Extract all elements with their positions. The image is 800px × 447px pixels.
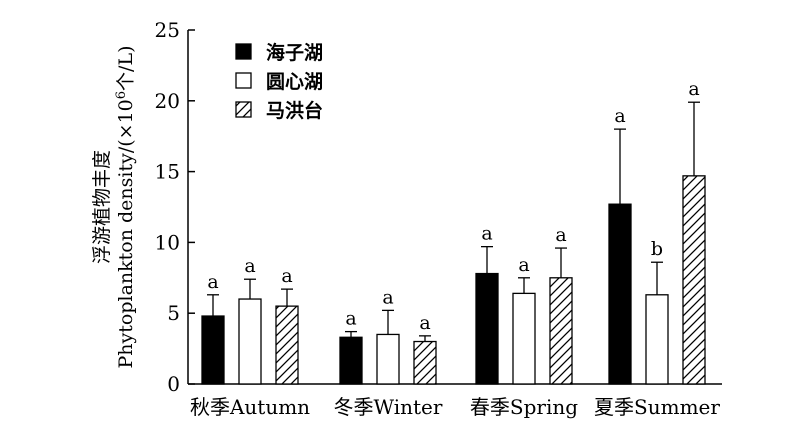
significance-label: a <box>207 271 218 293</box>
bar <box>682 175 706 385</box>
legend-item: 海子湖 <box>235 41 323 64</box>
bar-group: a b a <box>608 78 706 385</box>
bar-group: a a a <box>339 286 437 385</box>
bar <box>413 340 437 385</box>
legend-swatch <box>235 101 252 118</box>
legend-item: 圆心湖 <box>235 71 323 93</box>
legend-swatch <box>235 72 252 89</box>
significance-label: a <box>555 224 566 246</box>
bars: a a a a a a a a a a b a <box>201 78 706 385</box>
significance-label: a <box>518 254 529 276</box>
significance-label: a <box>481 223 492 245</box>
y-tick-label: 20 <box>155 89 180 113</box>
significance-label: a <box>419 312 430 334</box>
bar <box>645 294 669 385</box>
bar <box>475 272 499 385</box>
significance-label: b <box>651 238 663 260</box>
bar <box>339 336 363 385</box>
significance-label: a <box>281 265 292 287</box>
significance-label: a <box>688 78 699 100</box>
bar <box>201 315 225 385</box>
y-axis-title-chinese: 浮游植物丰度 <box>91 150 113 264</box>
significance-label: a <box>345 308 356 330</box>
bar <box>275 305 299 385</box>
legend-label: 圆心湖 <box>266 71 323 93</box>
bar <box>549 277 573 385</box>
legend-label: 马洪台 <box>266 99 323 122</box>
significance-label: a <box>244 255 255 277</box>
y-tick-label: 25 <box>155 18 180 42</box>
bar <box>608 203 632 385</box>
y-tick-label: 0 <box>167 372 180 396</box>
bar-group: a a a <box>475 223 573 385</box>
x-category-label: 春季Spring <box>470 395 578 419</box>
y-tick-label: 15 <box>155 160 180 184</box>
legend-item: 马洪台 <box>235 99 323 122</box>
significance-label: a <box>382 286 393 308</box>
significance-label: a <box>614 105 625 127</box>
x-category-label: 夏季Summer <box>594 395 720 419</box>
y-axis-title: 浮游植物丰度 Phytoplankton density/(×106个/L) <box>91 46 137 369</box>
bar <box>376 333 400 385</box>
axes: 0 5 10 15 20 25 秋季Autumn 冬季Winter 春季Spring 夏季Summ… <box>155 18 722 419</box>
x-category-label: 冬季Winter <box>334 395 443 419</box>
y-tick-label: 10 <box>155 230 180 254</box>
legend-swatch <box>235 43 252 60</box>
y-tick-label: 5 <box>167 301 180 325</box>
legend-label: 海子湖 <box>266 41 323 64</box>
bar <box>512 292 536 385</box>
bar <box>238 298 262 385</box>
x-category-label: 秋季Autumn <box>190 395 310 419</box>
y-axis-title-english: Phytoplankton density/(×106个/L) <box>114 46 137 369</box>
